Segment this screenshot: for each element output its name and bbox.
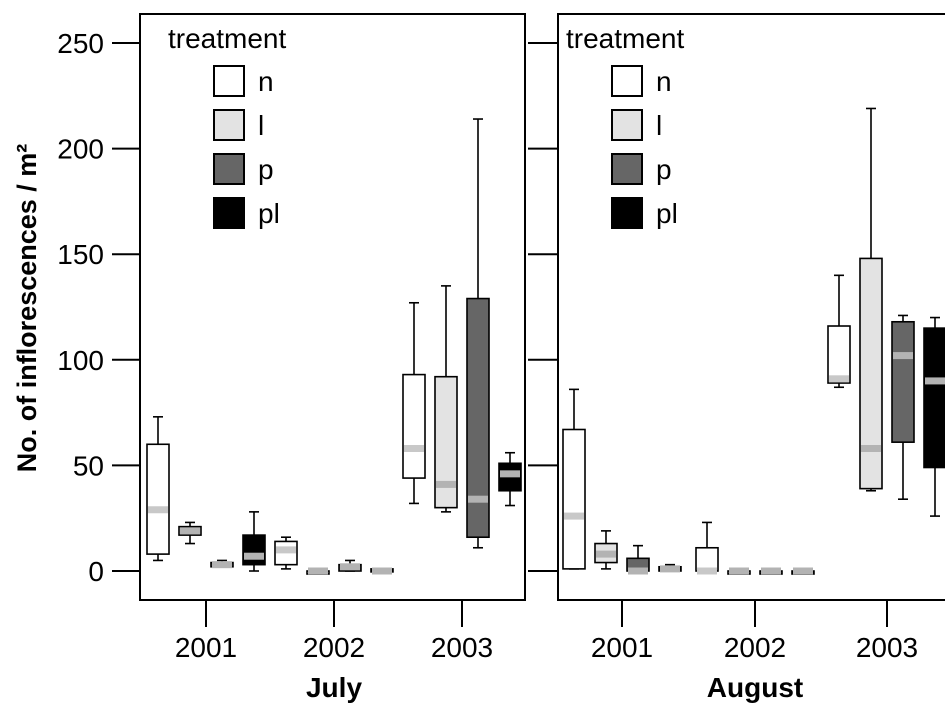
median bbox=[861, 445, 881, 453]
legend: treatment nlp pl bbox=[168, 23, 286, 229]
panel-frame bbox=[557, 13, 945, 601]
box bbox=[891, 320, 915, 443]
median bbox=[372, 567, 392, 575]
box-pl-2003 bbox=[498, 451, 522, 507]
median bbox=[212, 561, 232, 569]
median bbox=[829, 375, 849, 383]
median bbox=[628, 567, 648, 575]
box-p-2003 bbox=[466, 118, 490, 549]
median bbox=[564, 512, 584, 520]
panel-august: 2001 2002 2003 August treatment nlp pl bbox=[528, 13, 945, 703]
legend-swatch bbox=[611, 65, 643, 97]
box-l-2001 bbox=[594, 530, 618, 570]
median bbox=[500, 470, 520, 478]
y-axis-label: No. of inflorescences / m² bbox=[12, 144, 42, 473]
box-pl-2002 bbox=[370, 567, 394, 575]
box-n-2002 bbox=[274, 536, 298, 570]
box bbox=[827, 325, 851, 384]
box bbox=[923, 327, 945, 469]
box bbox=[859, 257, 883, 490]
box-l-2003 bbox=[859, 107, 883, 492]
box-pl-2003 bbox=[923, 316, 945, 517]
legend-swatch bbox=[611, 109, 643, 141]
legend-label: p bbox=[656, 154, 672, 185]
y-tick-label: 150 bbox=[57, 239, 104, 270]
box bbox=[146, 443, 170, 555]
y-tick-label: 100 bbox=[57, 345, 104, 376]
box-p-2003 bbox=[891, 314, 915, 500]
x-tick-label: 2003 bbox=[856, 632, 918, 663]
median bbox=[404, 445, 424, 453]
legend-label: p bbox=[258, 154, 274, 185]
legend-swatch bbox=[213, 109, 245, 141]
box bbox=[466, 297, 490, 539]
box-pl-2001 bbox=[242, 511, 266, 572]
y-axis: 0 50 100 150 200 250 bbox=[57, 28, 140, 587]
box-pl-2002 bbox=[791, 567, 815, 575]
box bbox=[562, 428, 586, 570]
median bbox=[308, 567, 328, 575]
median bbox=[697, 567, 717, 575]
median bbox=[276, 546, 296, 554]
legend-label: l bbox=[258, 110, 264, 141]
x-tick-label: 2002 bbox=[303, 632, 365, 663]
x-tick-label: 2002 bbox=[724, 632, 786, 663]
box-n-2003 bbox=[402, 301, 426, 505]
legend-title: treatment bbox=[168, 23, 286, 54]
box bbox=[242, 534, 266, 566]
panel-frame bbox=[139, 13, 526, 601]
panel-july: 2001 2002 2003 July treatment nlp pl bbox=[139, 13, 526, 703]
median bbox=[596, 550, 616, 558]
median bbox=[729, 567, 749, 575]
legend: treatment nlp pl bbox=[566, 23, 684, 229]
x-tick-label: 2001 bbox=[175, 632, 237, 663]
box-l-2002 bbox=[306, 567, 330, 575]
legend-swatch bbox=[213, 65, 245, 97]
median bbox=[893, 352, 913, 360]
y-tick-label: 0 bbox=[88, 556, 104, 587]
y-tick-label: 50 bbox=[73, 450, 104, 481]
box bbox=[402, 373, 426, 479]
legend-swatch bbox=[213, 197, 245, 229]
median bbox=[660, 565, 680, 573]
median bbox=[340, 563, 360, 571]
median bbox=[244, 552, 264, 560]
box-n-2002 bbox=[695, 521, 719, 575]
box-p-2002 bbox=[338, 559, 362, 572]
legend-label: n bbox=[258, 66, 274, 97]
box-n-2001 bbox=[146, 416, 170, 562]
median bbox=[468, 495, 488, 503]
box-l-2001 bbox=[178, 521, 202, 545]
x-tick-label: 2003 bbox=[431, 632, 493, 663]
y-tick-label: 200 bbox=[57, 134, 104, 165]
box-l-2002 bbox=[727, 567, 751, 575]
box-n-2003 bbox=[827, 274, 851, 389]
legend-label: pl bbox=[258, 198, 280, 229]
median bbox=[180, 527, 200, 535]
legend-label: pl bbox=[656, 198, 678, 229]
box-p-2001 bbox=[626, 544, 650, 575]
median bbox=[925, 377, 945, 385]
x-tick-label: 2001 bbox=[591, 632, 653, 663]
panel-title: July bbox=[306, 672, 362, 703]
box-p-2001 bbox=[210, 559, 234, 569]
box-n-2001 bbox=[562, 388, 586, 570]
legend-label: n bbox=[656, 66, 672, 97]
box-l-2003 bbox=[434, 285, 458, 513]
median bbox=[761, 567, 781, 575]
legend-swatch bbox=[611, 153, 643, 185]
median bbox=[148, 506, 168, 514]
median bbox=[436, 480, 456, 488]
box-p-2002 bbox=[759, 567, 783, 575]
legend-swatch bbox=[213, 153, 245, 185]
panel-title: August bbox=[707, 672, 803, 703]
y-tick-label: 250 bbox=[57, 28, 104, 59]
legend-swatch bbox=[611, 197, 643, 229]
legend-label: l bbox=[656, 110, 662, 141]
legend-title: treatment bbox=[566, 23, 684, 54]
box-pl-2001 bbox=[658, 563, 682, 573]
median bbox=[793, 567, 813, 575]
box bbox=[434, 375, 458, 509]
